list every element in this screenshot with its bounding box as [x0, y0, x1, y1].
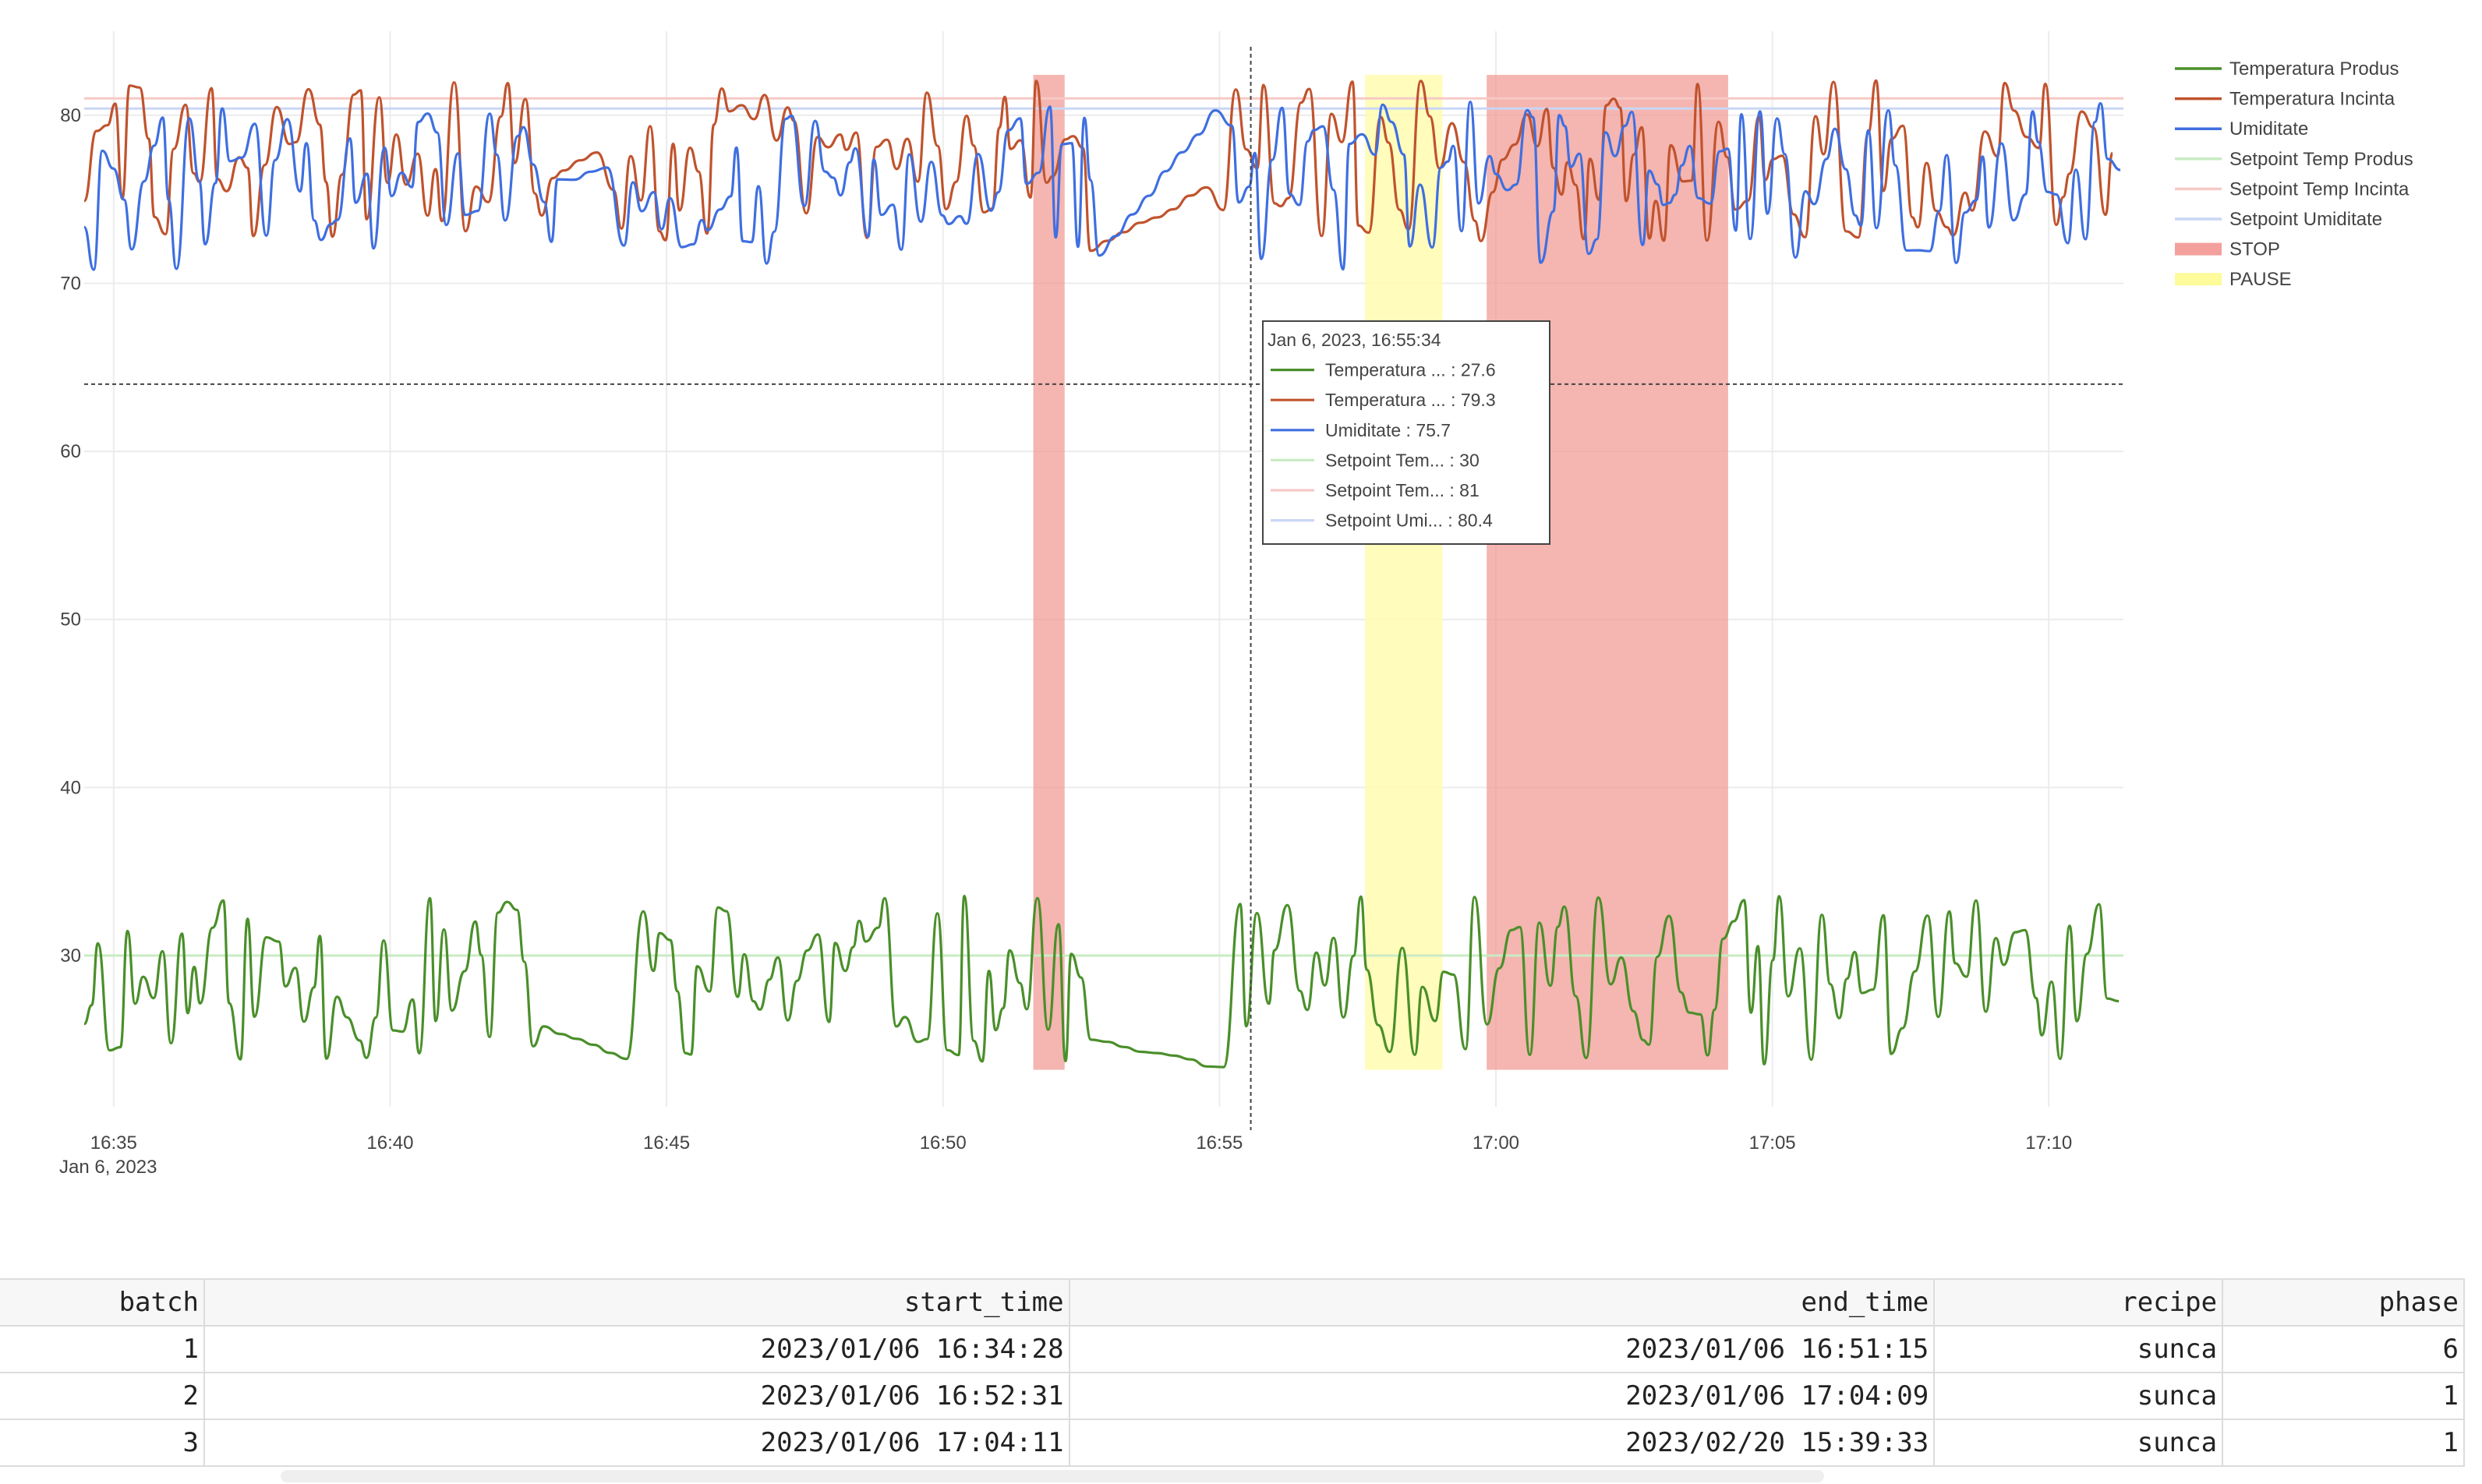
- y-tick-label: 30: [60, 945, 81, 966]
- cell-batch: 1: [0, 1325, 205, 1373]
- cell-start-time: 2023/01/06 17:04:11: [203, 1419, 1070, 1467]
- batch-table: batch start_time end_time recipe phase 1…: [0, 1278, 2465, 1467]
- series-line: [83, 895, 2120, 1069]
- legend-item[interactable]: Setpoint Temp Incinta: [2175, 178, 2410, 200]
- cell-start-time: 2023/01/06 16:34:28: [203, 1325, 1070, 1373]
- tooltip-row: Temperatura ... : 27.6: [1325, 360, 1496, 380]
- cell-end-time: 2023/01/06 17:04:09: [1068, 1372, 1936, 1420]
- legend-swatch: [2175, 242, 2222, 256]
- chart-svg[interactable]: 30 40 50 60 70 80 16:35 16:40 16:45 16:50 16:55 17:…: [0, 0, 2482, 1216]
- x-tick-label: 16:40: [366, 1132, 413, 1154]
- hover-tooltip: Jan 6, 2023, 16:55:34 Temperatura ... : 2…: [1262, 320, 1550, 545]
- col-header-end-time[interactable]: end_time: [1068, 1278, 1936, 1327]
- legend-item[interactable]: Temperatura Produs: [2175, 58, 2399, 80]
- x-axis: 16:35 16:40 16:45 16:50 16:55 17:00 17:05 17:10…: [59, 1132, 2072, 1178]
- y-tick-label: 70: [60, 273, 81, 294]
- cell-end-time: 2023/01/06 16:51:15: [1068, 1325, 1936, 1373]
- x-tick-label: 17:00: [1473, 1132, 1519, 1154]
- x-tick-label: 17:05: [1749, 1132, 1796, 1154]
- cell-recipe: sunca: [1933, 1372, 2224, 1420]
- pause-region: [1365, 75, 1443, 1070]
- legend-label: Umiditate: [2229, 118, 2308, 140]
- legend-item[interactable]: Umiditate: [2175, 118, 2308, 140]
- table-header-row: batch start_time end_time recipe phase: [0, 1278, 2465, 1327]
- cell-start-time: 2023/01/06 16:52:31: [203, 1372, 1070, 1420]
- cell-batch: 3: [0, 1419, 205, 1467]
- x-tick-label: 16:50: [920, 1132, 967, 1154]
- x-tick-label: 16:55: [1196, 1132, 1243, 1154]
- col-header-recipe[interactable]: recipe: [1933, 1278, 2224, 1327]
- legend-label: Temperatura Incinta: [2229, 89, 2395, 110]
- tooltip-box: [1262, 320, 1550, 545]
- y-tick-label: 80: [60, 105, 81, 126]
- tooltip-title: Jan 6, 2023, 16:55:34: [1268, 330, 1441, 350]
- cell-batch: 2: [0, 1372, 205, 1420]
- legend-item[interactable]: Temperatura Incinta: [2175, 89, 2395, 110]
- legend-label: Setpoint Temp Produs: [2229, 149, 2413, 170]
- col-header-batch[interactable]: batch: [0, 1278, 205, 1327]
- legend-label: PAUSE: [2229, 269, 2292, 290]
- cell-phase: 6: [2222, 1325, 2465, 1373]
- x-axis-date-label: Jan 6, 2023: [59, 1157, 157, 1178]
- stop-region: [1487, 75, 1728, 1070]
- legend-item[interactable]: Setpoint Temp Produs: [2175, 149, 2413, 170]
- col-header-start-time[interactable]: start_time: [203, 1278, 1070, 1327]
- tooltip-row: Umiditate : 75.7: [1325, 420, 1451, 440]
- cell-phase: 1: [2222, 1419, 2465, 1467]
- legend-swatch: [2175, 273, 2222, 286]
- series-line: [83, 101, 2121, 271]
- y-tick-label: 40: [60, 777, 81, 798]
- horizontal-scrollbar[interactable]: [281, 1470, 1824, 1482]
- x-tick-label: 17:10: [2025, 1132, 2072, 1154]
- tooltip-row: Temperatura ... : 79.3: [1325, 390, 1496, 410]
- legend-item[interactable]: Setpoint Umiditate: [2175, 209, 2382, 230]
- table-row: 1 2023/01/06 16:34:28 2023/01/06 16:51:1…: [0, 1325, 2465, 1373]
- table-row: 2 2023/01/06 16:52:31 2023/01/06 17:04:0…: [0, 1372, 2465, 1420]
- x-tick-label: 16:35: [90, 1132, 137, 1154]
- state-regions: [1033, 75, 1728, 1070]
- legend-label: Setpoint Temp Incinta: [2229, 178, 2410, 200]
- stop-region: [1033, 75, 1065, 1070]
- tooltip-row: Setpoint Tem... : 81: [1325, 480, 1480, 500]
- table-row: 3 2023/01/06 17:04:11 2023/02/20 15:39:3…: [0, 1419, 2465, 1467]
- legend-label: Temperatura Produs: [2229, 58, 2399, 80]
- cell-end-time: 2023/02/20 15:39:33: [1068, 1419, 1936, 1467]
- cell-recipe: sunca: [1933, 1325, 2224, 1373]
- x-tick-label: 16:45: [643, 1132, 690, 1154]
- tooltip-row: Setpoint Tem... : 30: [1325, 450, 1480, 470]
- legend-label: Setpoint Umiditate: [2229, 209, 2382, 230]
- batch-table-container: batch start_time end_time recipe phase 1…: [0, 1278, 2465, 1467]
- legend: Temperatura Produs Temperatura Incinta Umi…: [2175, 58, 2413, 290]
- y-axis: 30 40 50 60 70 80: [60, 105, 81, 966]
- tooltip-row: Setpoint Umi... : 80.4: [1325, 511, 1493, 531]
- sensor-chart[interactable]: 30 40 50 60 70 80 16:35 16:40 16:45 16:50 16:55 17:…: [0, 0, 2482, 1216]
- col-header-phase[interactable]: phase: [2222, 1278, 2465, 1327]
- series-traces: [83, 79, 2121, 1069]
- y-tick-label: 50: [60, 610, 81, 631]
- series-line: [83, 79, 2114, 253]
- y-tick-label: 60: [60, 441, 81, 462]
- cell-phase: 1: [2222, 1372, 2465, 1420]
- legend-item[interactable]: PAUSE: [2175, 269, 2292, 290]
- cell-recipe: sunca: [1933, 1419, 2224, 1467]
- legend-item[interactable]: STOP: [2175, 239, 2280, 260]
- legend-label: STOP: [2229, 239, 2280, 260]
